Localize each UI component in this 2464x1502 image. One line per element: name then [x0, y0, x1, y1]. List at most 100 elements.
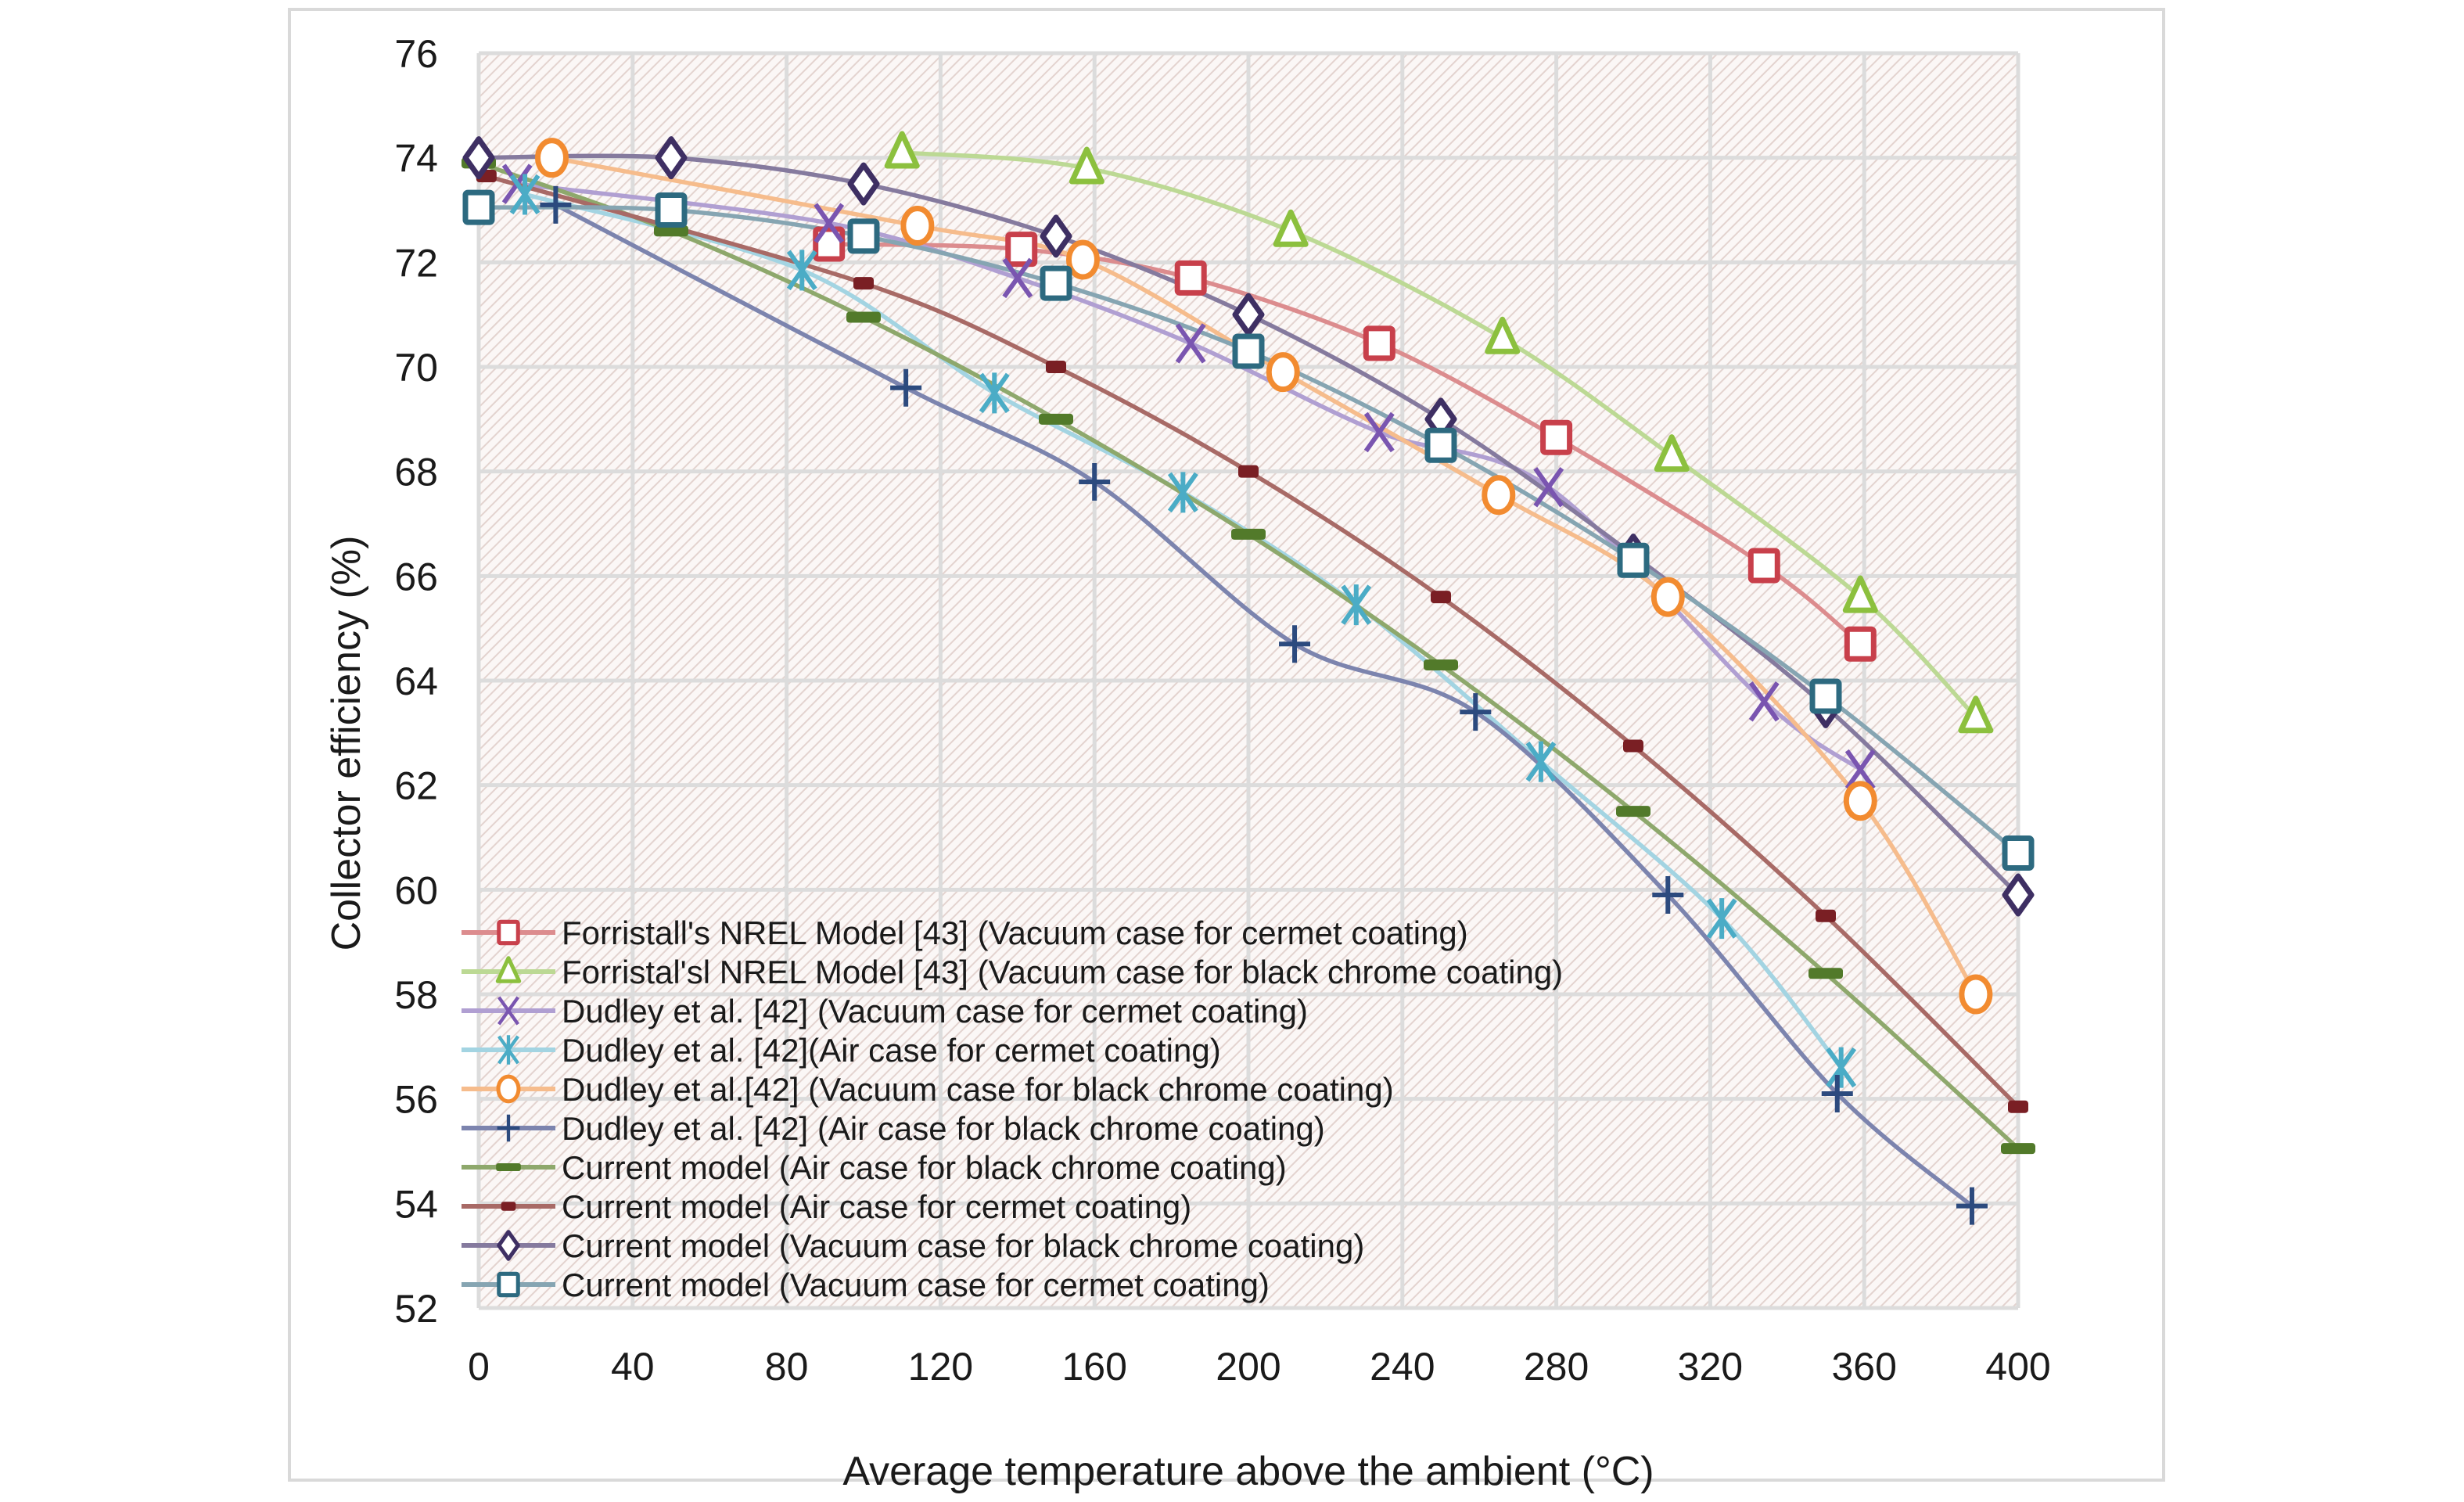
data-point [1821, 1074, 1853, 1112]
legend: Forristall's NREL Model [43] (Vacuum cas… [462, 914, 1563, 1303]
data-point [2002, 873, 2035, 917]
series-markers-6 [462, 157, 2035, 1155]
legend-marker-icon [497, 919, 520, 946]
data-point [1065, 239, 1100, 280]
data-point [462, 189, 495, 225]
data-point [1959, 974, 1993, 1015]
y-tick-label: 64 [394, 659, 438, 703]
data-point [1039, 413, 1073, 425]
data-point [1844, 749, 1876, 790]
data-point [509, 174, 541, 215]
data-point [1958, 695, 1994, 734]
x-tick-label: 320 [1678, 1345, 1743, 1389]
data-point [2008, 1100, 2028, 1113]
series-markers-4 [534, 138, 1993, 1015]
data-point [1069, 146, 1104, 185]
data-point [1654, 434, 1690, 473]
legend-label: Dudley et al. [42] (Air case for black c… [562, 1110, 1325, 1147]
data-point [1279, 625, 1311, 663]
legend-label: Dudley et al. [42](Air case for cermet c… [562, 1032, 1221, 1069]
series-markers [462, 131, 2035, 1225]
y-tick-labels: 52 54 56 58 60 62 64 66 68 70 72 74 76 [394, 32, 438, 1331]
data-point [814, 203, 845, 243]
data-point [534, 138, 569, 178]
data-point [1232, 333, 1265, 369]
data-point [890, 368, 922, 407]
legend-item: Dudley et al. [42](Air case for cermet c… [462, 1032, 1221, 1069]
data-point [846, 311, 881, 323]
legend-label: Forristall's NREL Model [43] (Vacuum cas… [562, 914, 1468, 951]
data-point [1174, 260, 1207, 296]
data-point [1540, 419, 1573, 455]
series-markers-9 [462, 189, 2035, 871]
data-point [1266, 352, 1300, 393]
data-point [884, 131, 920, 169]
data-point [900, 206, 935, 246]
x-tick-label: 240 [1370, 1345, 1435, 1389]
y-tick-label: 58 [394, 973, 438, 1017]
legend-item: Current model (Air case for black chrome… [462, 1149, 1287, 1186]
data-point [1808, 968, 1843, 979]
legend-marker-icon [497, 1271, 520, 1298]
data-point [847, 218, 880, 254]
y-tick-label: 54 [394, 1182, 438, 1226]
data-point [979, 372, 1010, 414]
legend-label: Current model (Vacuum case for cermet co… [562, 1267, 1270, 1303]
y-tick-label: 76 [394, 32, 438, 76]
data-point [1748, 681, 1780, 722]
legend-label: Dudley et al. [42] (Vacuum case for cerm… [562, 993, 1308, 1029]
x-tick-label: 40 [611, 1345, 655, 1389]
data-point [1826, 1047, 1857, 1088]
series-markers-1 [884, 131, 1994, 734]
x-tick-label: 120 [908, 1345, 973, 1389]
data-point [847, 162, 880, 206]
legend-marker-icon [497, 1035, 520, 1065]
data-point [1525, 741, 1557, 782]
series-line-6 [476, 160, 2020, 1151]
y-tick-label: 62 [394, 764, 438, 808]
legend-label: Forristal'sl NREL Model [43] (Vacuum cas… [562, 954, 1563, 990]
data-point [1482, 475, 1516, 516]
series-markers-5 [540, 185, 1988, 1225]
data-point [1533, 466, 1564, 508]
legend-marker-icon [496, 1162, 521, 1172]
data-point [1424, 427, 1457, 463]
x-tick-label: 80 [765, 1345, 809, 1389]
data-point [1341, 584, 1372, 626]
data-point [1623, 739, 1643, 753]
data-point [1809, 678, 1842, 714]
legend-item: Forristal'sl NREL Model [43] (Vacuum cas… [462, 954, 1563, 990]
data-point [1002, 257, 1033, 299]
legend-label: Current model (Vacuum case for black chr… [562, 1227, 1364, 1264]
legend-marker-icon [497, 1230, 520, 1261]
data-point [1040, 265, 1072, 301]
y-tick-label: 56 [394, 1078, 438, 1122]
legend-marker-icon [497, 1114, 520, 1142]
legend-marker-icon [495, 956, 522, 983]
data-point [1040, 214, 1072, 258]
series-markers-0 [813, 226, 1877, 662]
x-tick-labels: 0 40 80 120 160 200 240 280 320 360 400 [468, 1345, 2051, 1389]
y-tick-label: 72 [394, 241, 438, 285]
x-tick-label: 160 [1061, 1345, 1126, 1389]
data-point [655, 136, 688, 180]
legend-item: Dudley et al.[42] (Vacuum case for black… [462, 1071, 1394, 1108]
data-point [1616, 806, 1650, 817]
legend-item: Forristall's NREL Model [43] (Vacuum cas… [462, 914, 1468, 951]
data-point [1238, 465, 1259, 478]
x-axis-title: Average temperature above the ambient (°… [842, 1449, 1654, 1494]
legend-marker-icon [497, 996, 520, 1026]
series-line-8 [476, 153, 2020, 897]
data-point [1273, 209, 1309, 247]
legend-item: Dudley et al. [42] (Vacuum case for cerm… [462, 993, 1308, 1029]
legend-marker-icon [496, 1074, 521, 1104]
data-point [1424, 659, 1458, 670]
y-tick-label: 66 [394, 555, 438, 598]
y-tick-label: 70 [394, 346, 438, 390]
data-point [853, 277, 874, 290]
data-point [1005, 232, 1038, 268]
data-point [1079, 463, 1111, 501]
series-markers-3 [509, 174, 1857, 1088]
data-point [1363, 411, 1395, 453]
